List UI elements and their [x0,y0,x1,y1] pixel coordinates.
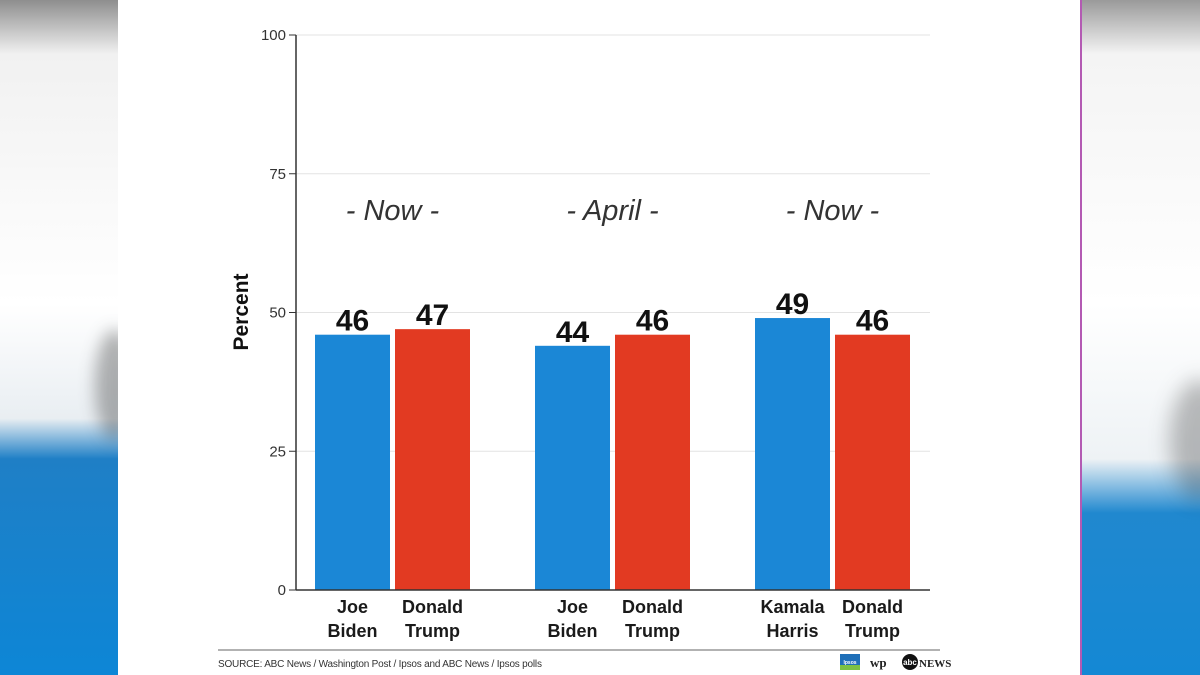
category-label: Joe [337,597,368,617]
y-tick-label: 50 [269,305,286,322]
category-label: Harris [766,621,818,641]
bar [615,334,690,590]
blurred-background-left [0,0,118,675]
category-label: Donald [622,597,683,617]
y-tick-label: 75 [269,166,286,183]
abc-badge-text: abc [903,658,917,667]
category-label: Trump [625,621,680,641]
y-tick-label: 25 [269,443,286,460]
value-label: 46 [856,305,889,338]
category-label: Joe [557,597,588,617]
value-label: 46 [336,305,369,338]
washington-post-logo: wp [870,655,887,670]
poll-chart-card: 0 25 50 75 100 Percent - Now - 46 Joe Biden 47 Do… [118,0,1080,675]
category-label: Kamala [760,597,825,617]
bar [315,334,390,590]
category-label: Donald [842,597,903,617]
ipsos-logo-text: Ipsos [843,660,856,666]
poll-bar-chart: 0 25 50 75 100 Percent - Now - 46 Joe Biden 47 Do… [218,27,951,670]
gridlines [296,34,930,452]
value-label: 46 [636,305,669,338]
category-label: Biden [547,621,597,641]
group-title: - Now - [346,195,439,227]
abc-news-text: NEWS [919,658,951,670]
y-axis-label: Percent [230,273,253,350]
abc-news-logo: abc NEWS [902,654,951,670]
bar [835,334,910,590]
value-label: 47 [416,299,449,332]
y-tick-label: 100 [261,27,286,44]
value-label: 49 [776,288,809,321]
bars [315,318,910,590]
value-label: 44 [556,316,590,349]
category-label: Biden [327,621,377,641]
ipsos-logo: Ipsos [840,654,860,670]
axes [295,35,930,591]
y-tick-label: 0 [278,582,286,599]
labels: - Now - 46 Joe Biden 47 Donald Trump - April - 4… [327,195,903,641]
source-note: SOURCE: ABC News / Washington Post / Ips… [218,659,542,670]
category-label: Trump [845,621,900,641]
blurred-background-right [1080,0,1200,675]
category-label: Donald [402,597,463,617]
y-axis-ticks: 0 25 50 75 100 [261,27,296,599]
group-title: - Now - [786,195,879,227]
bar [755,318,830,590]
group-title: - April - [566,195,658,227]
bar [535,345,610,590]
category-label: Trump [405,621,460,641]
bar [395,329,470,590]
